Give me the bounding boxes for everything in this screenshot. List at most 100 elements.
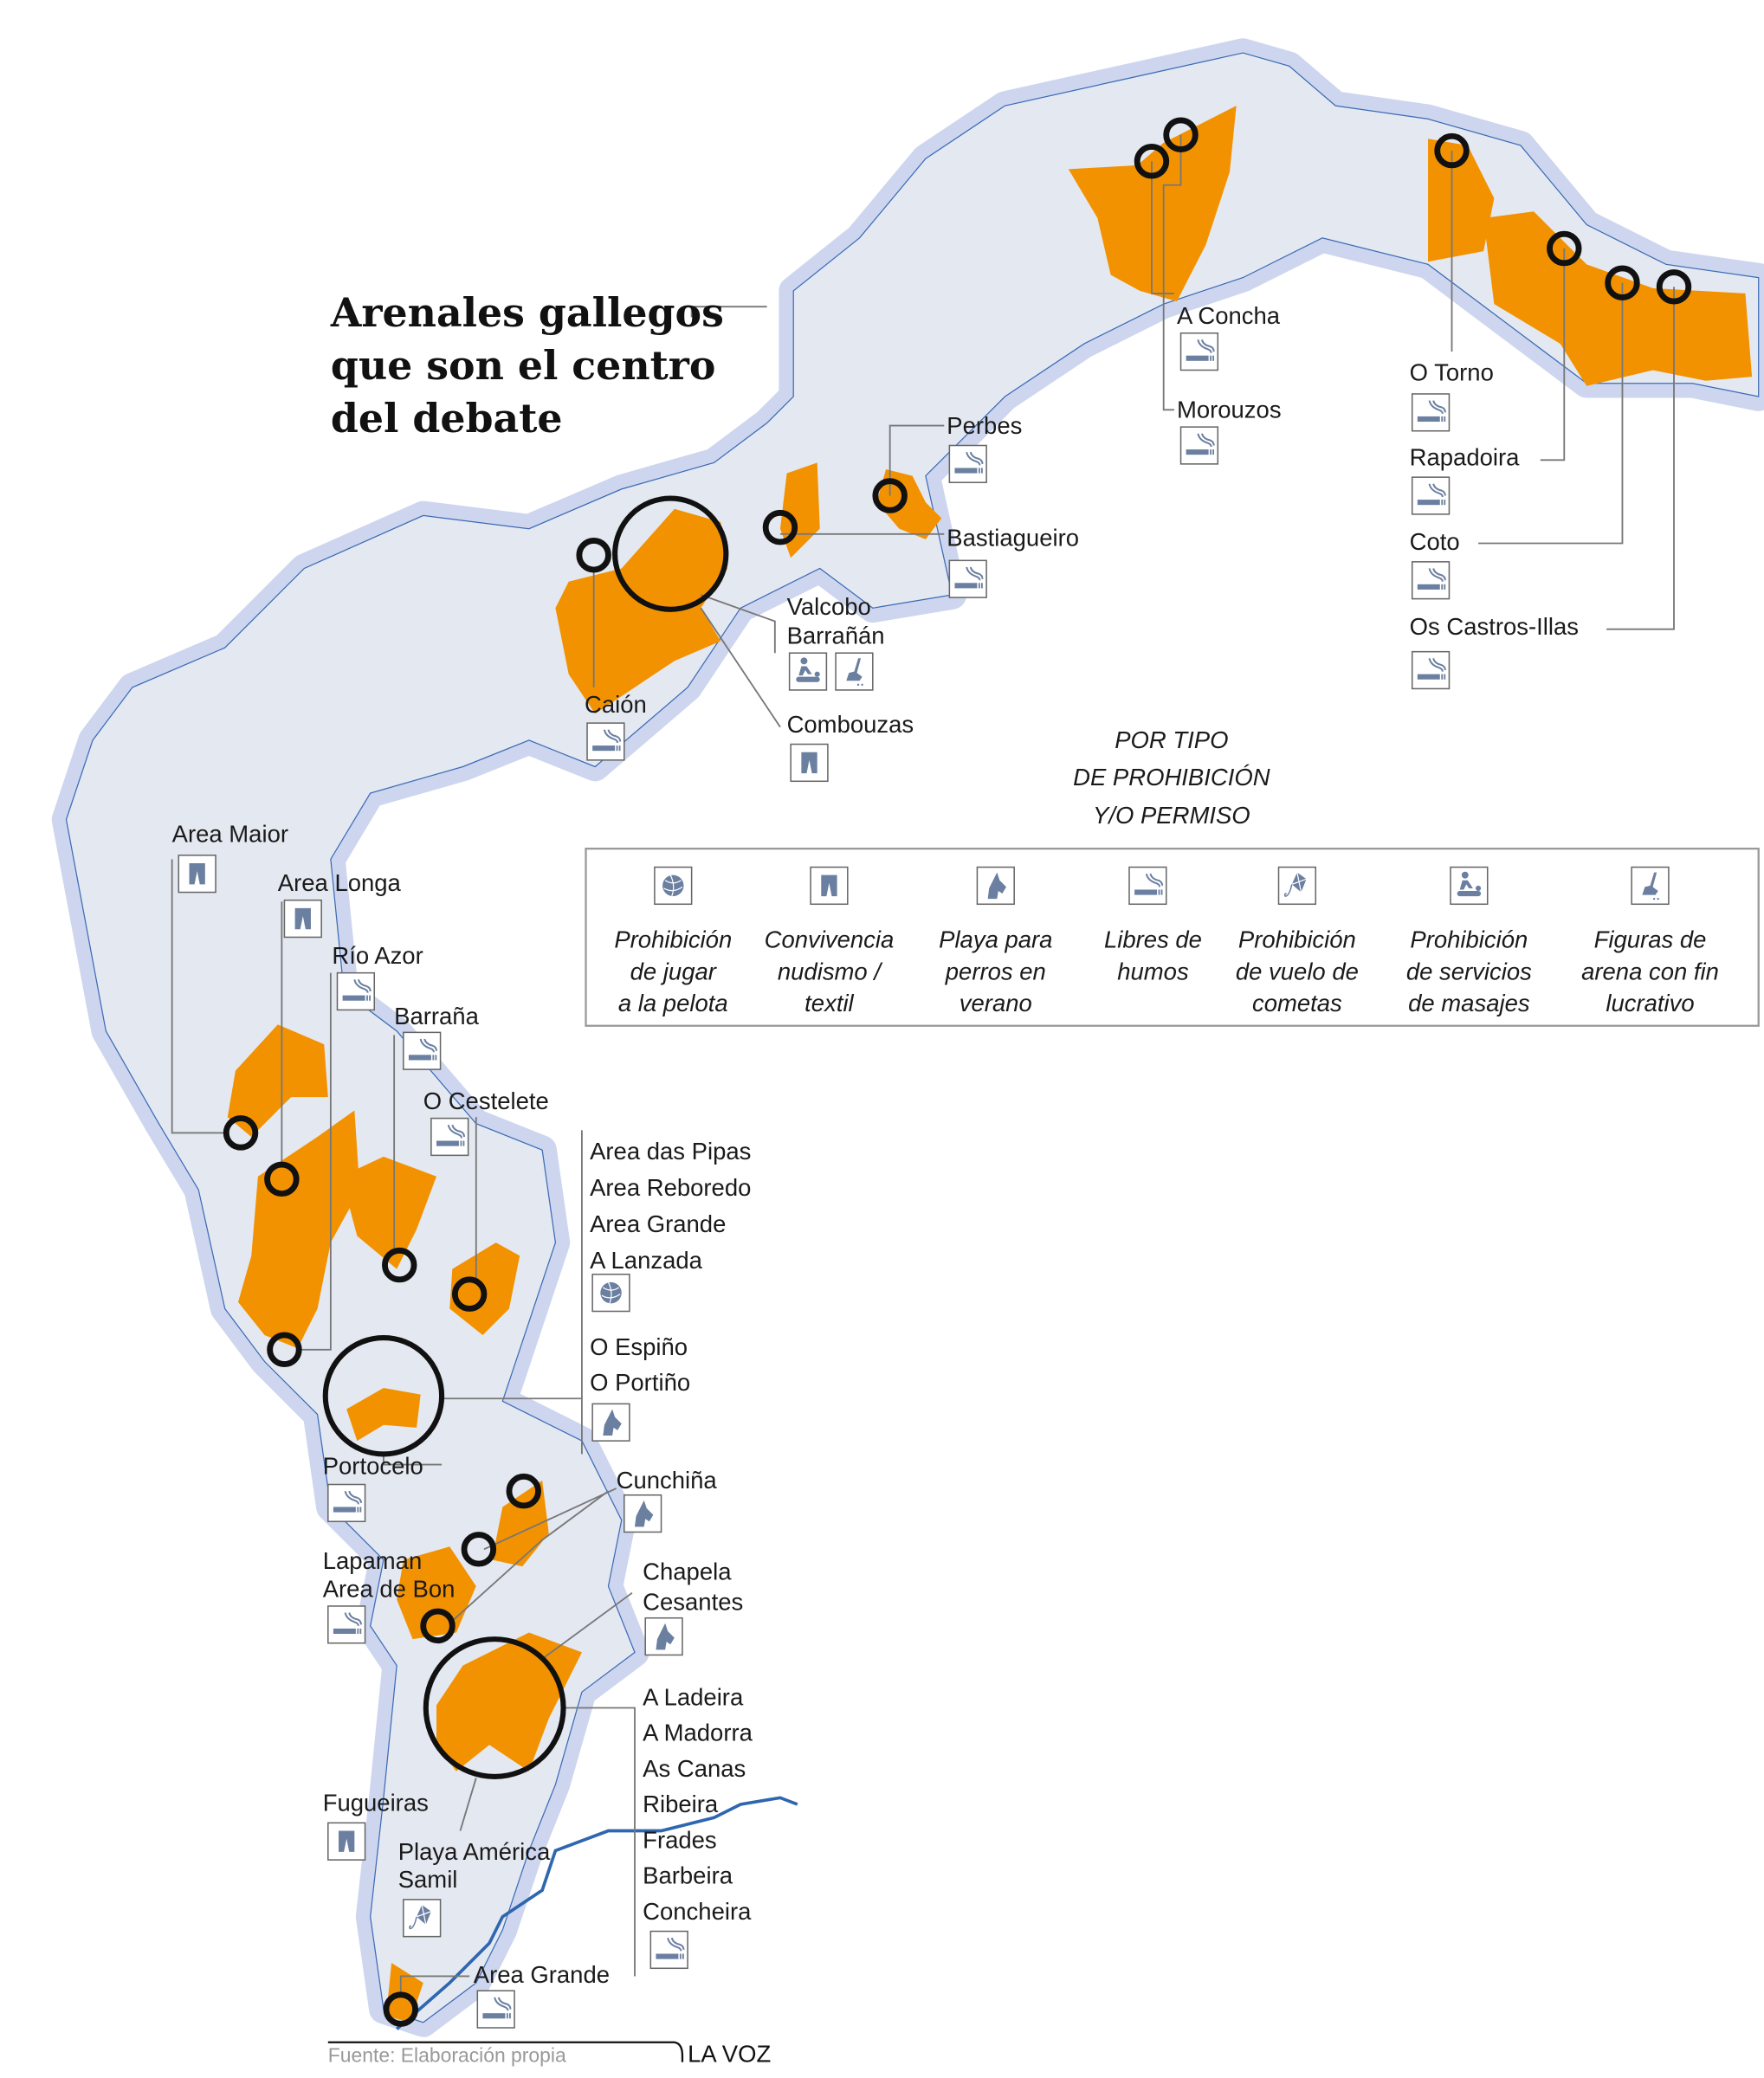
- leader-line: [459, 1778, 477, 1831]
- beach-name: Area Grande: [590, 1210, 726, 1237]
- beach-marker: [461, 1532, 497, 1567]
- beach-name: Os Castros-Illas: [1410, 613, 1579, 640]
- leader-line: [483, 1488, 617, 1551]
- beach-label: Portocelo: [323, 1452, 423, 1523]
- beach-marker: [1605, 265, 1640, 300]
- legend-item: Figuras de arena con fin lucrativo: [1581, 866, 1719, 1016]
- beach-marker: [1656, 269, 1692, 305]
- beach-name: Barrañán: [787, 623, 885, 649]
- legend-label: Prohibición: [1410, 926, 1528, 953]
- beach-name: As Canas: [643, 1755, 746, 1782]
- smoke-icon: [586, 722, 625, 761]
- beach-label: Cunchiña: [617, 1467, 717, 1533]
- ball-icon: [591, 1273, 630, 1313]
- beach-label: Rapadoira: [1410, 443, 1520, 515]
- beach-name: Playa América: [398, 1838, 551, 1865]
- legend-label: a la pelota: [618, 990, 728, 1016]
- beach-name: O Torno: [1410, 359, 1494, 386]
- smoke-icon: [1411, 650, 1451, 690]
- legend-heading: POR TIPO: [1115, 726, 1228, 753]
- river-mino: [395, 1796, 798, 2030]
- beach-name: Area de Bon: [323, 1575, 456, 1602]
- legend-item: Libres de humos: [1104, 866, 1202, 984]
- beach-label: Chapela Cesantes: [643, 1558, 743, 1656]
- municipality-area: [555, 508, 727, 714]
- municipality-area: [346, 1388, 421, 1442]
- smoke-icon: [430, 1117, 469, 1157]
- beach-name: Area Longa: [278, 869, 402, 896]
- massage-icon: [1450, 866, 1489, 906]
- beach-marker: [576, 537, 611, 573]
- legend-label: Libres de: [1104, 926, 1202, 953]
- municipality-area: [341, 1156, 436, 1269]
- kite-icon: [403, 1899, 442, 1938]
- beach-name: A Lanzada: [590, 1247, 703, 1274]
- beach-name: Fugueiras: [323, 1790, 429, 1817]
- smoke-icon: [1411, 393, 1451, 432]
- land-layer: [51, 38, 1764, 2037]
- beach-marker: [872, 478, 908, 513]
- beach-markers: [223, 117, 1692, 2027]
- massage-icon: [788, 652, 828, 691]
- beach-label: Fugueiras: [323, 1790, 429, 1861]
- legend-label: Convivencia: [765, 926, 895, 953]
- legend-label: Figuras de: [1594, 926, 1707, 953]
- title-line: del debate: [331, 395, 563, 442]
- legend-label: de vuelo de: [1236, 958, 1359, 984]
- beach-marker: [1163, 117, 1199, 152]
- leader-line: [700, 607, 781, 728]
- beach-name: O Portiño: [590, 1369, 690, 1396]
- legend-item: Prohibición de vuelo de cometas: [1236, 866, 1359, 1016]
- leader-line: [301, 972, 332, 1351]
- beach-label: O Torno: [1410, 359, 1494, 432]
- legend-item: Convivencia nudismo / textil: [765, 866, 895, 1016]
- beach-label: A Ladeira A Madorra As Canas Ribeira Frades B…: [643, 1683, 753, 1970]
- beach-name: Barraña: [394, 1003, 479, 1029]
- municipality-area: [397, 1546, 476, 1640]
- sand-icon: [1631, 866, 1670, 906]
- legend-label: Prohibición: [614, 926, 732, 953]
- ball-icon: [654, 866, 693, 906]
- beach-marker: [420, 1608, 456, 1644]
- title: Arenales gallegos que son el centro del …: [330, 289, 724, 442]
- leader-line: [399, 1975, 470, 1994]
- smoke-icon: [327, 1605, 366, 1644]
- legend-label: nudismo /: [778, 958, 882, 984]
- land: [65, 52, 1760, 2023]
- legend-label: humos: [1117, 958, 1189, 984]
- leader-line: [888, 424, 945, 496]
- leader-line: [690, 306, 767, 318]
- dog-icon: [591, 1403, 630, 1442]
- beach-label: Valcobo Barrañán: [787, 593, 885, 691]
- beach-name: Chapela: [643, 1558, 732, 1584]
- legend-heading: Y/O PERMISO: [1093, 802, 1250, 829]
- legend-label: cometas: [1252, 990, 1342, 1016]
- smoke-icon: [948, 559, 987, 598]
- beach-label: Area Maior: [172, 821, 288, 894]
- beach-name: Rapadoira: [1410, 443, 1520, 470]
- beach-name: Perbes: [947, 412, 1022, 439]
- leader-line: [541, 1591, 633, 1660]
- beach-name: Area Reboredo: [590, 1174, 751, 1201]
- beach-name: O Espiño: [590, 1333, 688, 1360]
- beach-label: Caión: [585, 691, 647, 761]
- leader-line: [449, 1490, 610, 1624]
- beach-name: Coto: [1410, 528, 1460, 555]
- leader-line: [171, 859, 225, 1134]
- legend-label: textil: [804, 990, 854, 1016]
- leader-lines: [171, 134, 1675, 1994]
- leader-line: [383, 1454, 443, 1466]
- beach-name: Valcobo: [787, 593, 871, 620]
- smoke-icon: [336, 971, 376, 1011]
- legend-label: Playa para: [939, 926, 1052, 953]
- beach-label: O Espiño O Portiño: [590, 1333, 690, 1442]
- beach-marker: [1134, 144, 1170, 179]
- smoke-icon: [1179, 332, 1219, 371]
- legend-label: de servicios: [1406, 958, 1532, 984]
- smoke-icon: [1411, 476, 1451, 515]
- footer-rule: [327, 2041, 684, 2062]
- legend-item: Playa para perros en verano: [939, 866, 1052, 1016]
- smoke-icon: [1128, 866, 1167, 906]
